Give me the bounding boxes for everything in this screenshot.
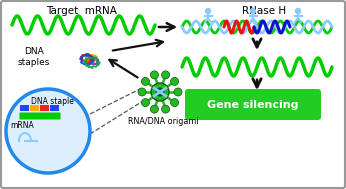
Circle shape: [206, 9, 210, 13]
Circle shape: [151, 105, 158, 113]
Bar: [30, 105, 39, 111]
Circle shape: [162, 71, 170, 79]
Circle shape: [171, 77, 179, 85]
Text: RNA/DNA origami: RNA/DNA origami: [128, 118, 198, 126]
FancyBboxPatch shape: [19, 112, 61, 119]
Bar: [40, 105, 49, 111]
Circle shape: [142, 77, 149, 85]
Circle shape: [151, 83, 169, 101]
Text: DNA
staples: DNA staples: [18, 47, 50, 67]
Circle shape: [142, 99, 149, 107]
Text: mRNA: mRNA: [10, 122, 34, 130]
Circle shape: [174, 88, 182, 96]
Circle shape: [138, 88, 146, 96]
Bar: [50, 105, 59, 111]
Text: RNase H: RNase H: [242, 6, 286, 16]
Circle shape: [171, 99, 179, 107]
Text: DNA staple: DNA staple: [30, 97, 73, 105]
Circle shape: [162, 105, 170, 113]
FancyBboxPatch shape: [185, 89, 321, 120]
Circle shape: [155, 88, 164, 97]
Text: Gene silencing: Gene silencing: [207, 100, 299, 110]
Circle shape: [251, 9, 255, 13]
Circle shape: [6, 89, 90, 173]
Text: Target  mRNA: Target mRNA: [47, 6, 117, 16]
Circle shape: [151, 71, 158, 79]
Circle shape: [295, 9, 300, 13]
Bar: [20, 105, 29, 111]
